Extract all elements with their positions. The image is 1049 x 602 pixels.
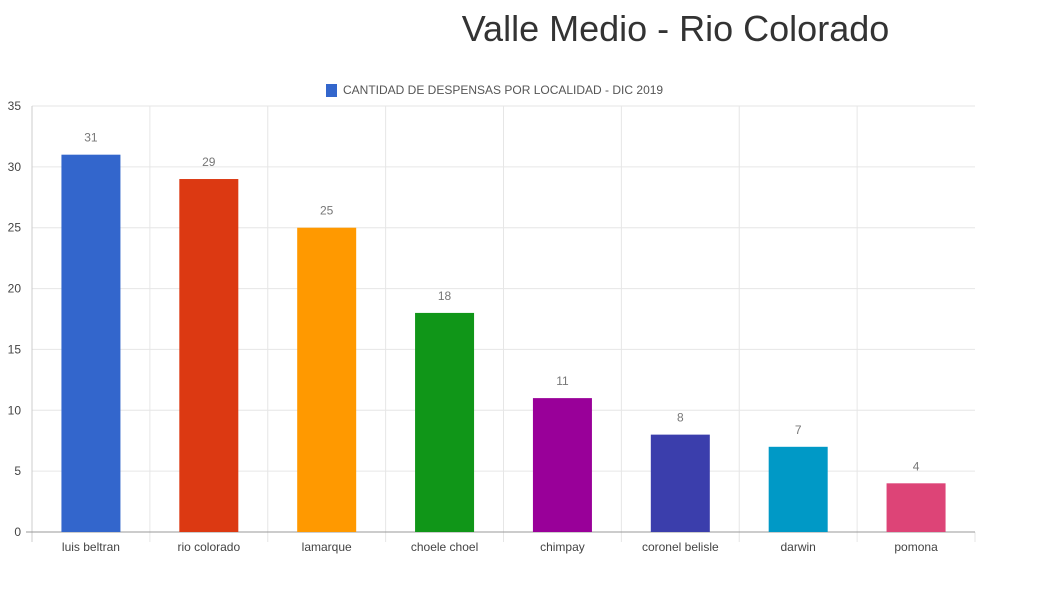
axes — [26, 106, 975, 542]
chart-title: Valle Medio - Rio Colorado — [461, 8, 890, 49]
data-label: 25 — [320, 204, 334, 218]
x-tick-label: luis beltran — [62, 540, 120, 554]
data-label: 18 — [438, 289, 452, 303]
bar[interactable] — [297, 227, 357, 532]
y-tick-label: 10 — [8, 403, 22, 417]
data-label: 29 — [202, 155, 216, 169]
x-tick-label: coronel belisle — [642, 540, 719, 554]
data-label: 4 — [913, 459, 920, 473]
grid-lines — [32, 105, 976, 542]
data-labels: 31 29 25 18 11 8 7 4 — [84, 131, 919, 474]
y-tick-label: 35 — [8, 99, 22, 113]
y-tick-label: 15 — [8, 342, 22, 356]
x-tick-label: pomona — [894, 540, 938, 554]
y-tick-label: 5 — [14, 464, 21, 478]
legend[interactable]: CANTIDAD DE DESPENSAS POR LOCALIDAD - DI… — [326, 82, 663, 98]
y-tick-label: 20 — [8, 282, 22, 296]
bar[interactable] — [650, 434, 710, 532]
y-tick-labels: 0 5 10 15 20 25 30 35 — [8, 99, 22, 539]
bar[interactable] — [415, 312, 475, 532]
bars — [61, 154, 946, 532]
data-label: 7 — [795, 423, 802, 437]
bar[interactable] — [61, 154, 121, 532]
data-label: 11 — [556, 374, 569, 388]
bar[interactable] — [886, 483, 946, 532]
bar[interactable] — [532, 398, 592, 532]
x-tick-label: rio colorado — [177, 540, 240, 554]
y-tick-label: 0 — [14, 525, 21, 539]
legend-swatch — [326, 83, 337, 97]
x-tick-label: chimpay — [540, 540, 585, 554]
bar[interactable] — [179, 179, 239, 532]
y-tick-label: 25 — [8, 221, 22, 235]
x-tick-label: choele choel — [411, 540, 478, 554]
y-tick-label: 30 — [8, 160, 22, 174]
legend-label: CANTIDAD DE DESPENSAS POR LOCALIDAD - DI… — [343, 83, 664, 97]
bar[interactable] — [768, 446, 828, 532]
x-tick-label: darwin — [781, 540, 816, 554]
data-label: 31 — [84, 131, 98, 145]
x-tick-labels: luis beltran rio colorado lamarque choele c… — [62, 540, 938, 554]
x-tick-label: lamarque — [302, 540, 352, 554]
data-label: 8 — [677, 411, 684, 425]
